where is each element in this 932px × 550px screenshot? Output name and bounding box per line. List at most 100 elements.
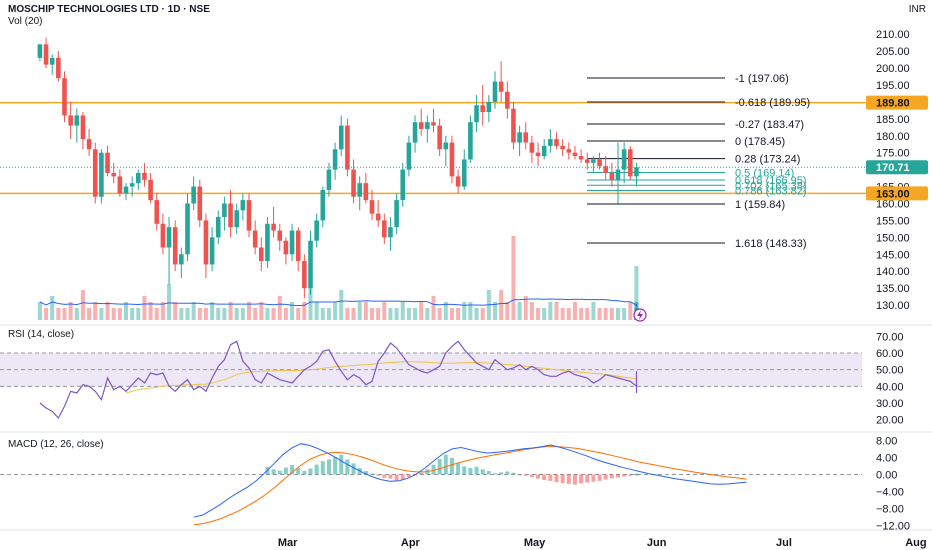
rsi-tick: 40.00	[876, 381, 904, 393]
volume-bar	[228, 302, 233, 320]
macd-histogram-bar	[499, 472, 504, 475]
candle-body	[308, 240, 313, 289]
candle-body	[160, 223, 166, 248]
candle-body	[86, 139, 92, 150]
candle-body	[197, 186, 203, 221]
volume-bar	[499, 290, 504, 320]
macd-histogram-bar	[628, 474, 633, 476]
level-price-label: 189.80	[876, 98, 910, 110]
macd-histogram-bar	[431, 464, 436, 475]
rsi-tick: 30.00	[876, 398, 904, 410]
candle-body	[338, 125, 344, 150]
volume-bar	[56, 308, 61, 320]
macd-histogram-bar	[597, 474, 602, 481]
candle-body	[480, 105, 485, 113]
candle-body	[302, 261, 307, 289]
volume-bar	[616, 308, 620, 320]
candle-body	[566, 149, 572, 153]
macd-histogram-bar	[456, 463, 461, 475]
volume-bar	[468, 302, 473, 320]
candle-body	[295, 230, 301, 262]
rsi-line	[39, 340, 638, 420]
price-tick: 140.00	[876, 266, 910, 278]
fib-level-label: 0.5 (169.14)	[735, 168, 794, 180]
volume-bar	[419, 302, 424, 320]
macd-histogram-bar	[523, 474, 528, 476]
price-tick: 150.00	[876, 232, 910, 244]
macd-histogram-bar	[370, 473, 374, 475]
volume-bar	[579, 308, 584, 320]
price-tick: 145.00	[876, 249, 910, 261]
fib-level-label: 0 (178.45)	[735, 136, 785, 148]
lightning-icon	[637, 310, 643, 320]
volume-bar	[622, 308, 627, 320]
candle-body	[468, 122, 473, 160]
candle-body	[388, 227, 393, 238]
macd-histogram-bar	[290, 465, 295, 475]
candle-body	[314, 220, 319, 241]
volume-bar	[44, 308, 49, 320]
volume-bar	[130, 308, 135, 320]
candle-body	[43, 44, 49, 65]
volume-bar	[480, 308, 485, 320]
volume-bar	[413, 308, 418, 320]
macd-histogram-bar	[554, 474, 559, 483]
candle-body	[418, 122, 424, 129]
volume-bar	[216, 308, 221, 320]
volume-bar	[585, 308, 590, 320]
macd-histogram-bar	[585, 474, 590, 483]
volume-bar	[517, 302, 522, 320]
x-axis-label: Jul	[776, 537, 792, 549]
volume-bar	[160, 302, 165, 320]
macd-histogram-bar	[517, 474, 522, 476]
macd-histogram-bar	[320, 461, 325, 475]
volume-bar	[302, 302, 307, 320]
macd-histogram-bar	[419, 472, 424, 475]
volume-bar	[376, 308, 381, 320]
candle-body	[609, 173, 615, 180]
candle-body	[148, 179, 153, 201]
macd-histogram-bar	[443, 454, 448, 475]
volume-bar	[105, 302, 110, 320]
volume-bar	[117, 308, 122, 320]
rsi-tick: 50.00	[876, 365, 904, 377]
volume-bar	[345, 308, 350, 320]
volume-bar	[363, 302, 368, 320]
candle-body	[369, 200, 375, 214]
candle-body	[246, 200, 252, 231]
volume-bar	[431, 296, 436, 320]
candle-body	[203, 220, 209, 265]
candle-body	[252, 230, 258, 248]
last-price-label: 170.71	[876, 162, 910, 174]
macd-histogram-bar	[449, 457, 454, 475]
candle-body	[431, 122, 436, 126]
candle-body	[62, 78, 67, 116]
candle-body	[185, 203, 190, 255]
candle-body	[74, 115, 80, 126]
volume-bar	[634, 266, 639, 320]
candle-body	[240, 200, 246, 211]
candle-body	[511, 108, 516, 143]
candle-body	[628, 149, 633, 177]
volume-bar	[394, 308, 399, 320]
macd-histogram-bar	[376, 474, 381, 476]
currency-label: INR	[908, 4, 926, 15]
macd-tick: −8.00	[876, 504, 904, 516]
volume-bar	[124, 302, 128, 320]
candle-body	[136, 173, 141, 184]
x-axis-label: Jun	[647, 537, 667, 549]
volume-bar	[197, 308, 202, 320]
volume-bar	[511, 236, 516, 320]
candle-body	[234, 210, 239, 228]
macd-histogram-bar	[468, 468, 473, 475]
candle-body	[572, 152, 578, 157]
volume-bar	[68, 302, 73, 320]
macd-tick: 4.00	[876, 452, 897, 464]
volume-bar	[290, 302, 295, 320]
candle-body	[375, 213, 381, 221]
macd-histogram-bar	[388, 474, 393, 479]
symbol-title: MOSCHIP TECHNOLOGIES LTD · 1D · NSE	[8, 4, 210, 15]
x-axis-label: Apr	[401, 537, 421, 549]
volume-bar	[277, 296, 282, 320]
